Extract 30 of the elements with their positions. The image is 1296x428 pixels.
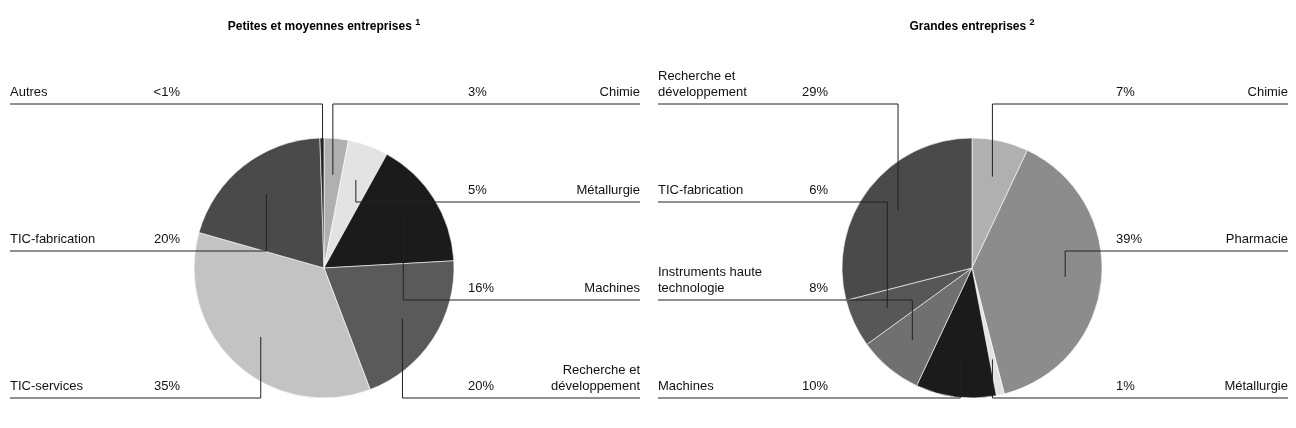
- slice-label: Métallurgie: [576, 182, 640, 197]
- slice-label: Instruments haute technologie: [658, 264, 763, 295]
- data-label: 3%: [468, 84, 488, 99]
- slice-label: Chimie: [599, 84, 640, 99]
- data-label: 29%: [801, 84, 829, 99]
- slice-label: Métallurgie: [1224, 378, 1288, 393]
- data-label: <1%: [153, 84, 181, 99]
- slice-label: TIC-fabrication: [10, 231, 96, 246]
- data-label: 6%: [809, 182, 829, 197]
- data-label: 8%: [809, 280, 829, 295]
- data-label: 1%: [1116, 378, 1136, 393]
- slice-label: TIC-services: [10, 378, 84, 393]
- chart-title: Grandes entreprises $^{2}$: [909, 17, 1035, 33]
- slice-label: Machines: [658, 378, 715, 393]
- data-label: 7%: [1116, 84, 1136, 99]
- slice-label: Pharmacie: [1225, 231, 1288, 246]
- chart-title: Petites et moyennes entreprises $^{1}$: [227, 17, 421, 33]
- data-label: 35%: [153, 378, 181, 393]
- slice-label: TIC-fabrication: [658, 182, 744, 197]
- data-label: 20%: [468, 378, 495, 393]
- slice-label: Chimie: [1247, 84, 1288, 99]
- data-label: 10%: [801, 378, 829, 393]
- slice-label: Recherche et développement: [658, 68, 748, 99]
- data-label: 5%: [468, 182, 488, 197]
- slice-label: Autres: [10, 84, 49, 99]
- data-label: 39%: [1116, 231, 1143, 246]
- slice-label: Machines: [584, 280, 641, 295]
- data-label: 16%: [468, 280, 495, 295]
- data-label: 20%: [153, 231, 181, 246]
- slice-label: Recherche et développement: [551, 362, 641, 393]
